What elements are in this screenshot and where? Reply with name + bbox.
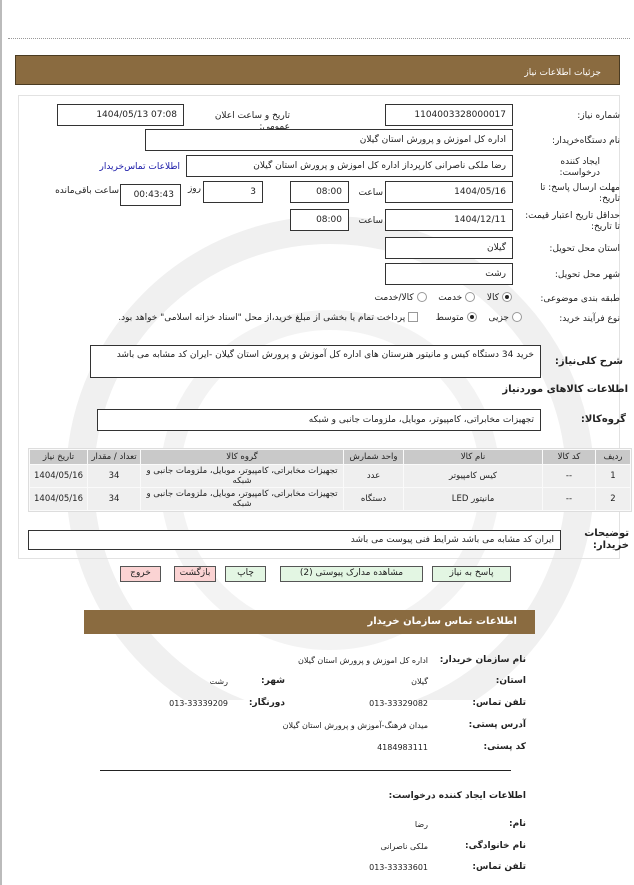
city-field: رشت	[385, 263, 513, 285]
phone-value: 013-33329082	[369, 699, 428, 708]
city-value-contact: رشت	[209, 677, 228, 686]
col-name: نام کالا	[404, 450, 542, 464]
announce-field: 1404/05/13 07:08	[57, 104, 184, 126]
radio-jozi[interactable]: جزیی	[488, 312, 525, 323]
treasury-checkbox[interactable]: پرداخت تمام یا بخشی از مبلغ خرید،از محل …	[118, 312, 421, 323]
reply-button[interactable]: پاسخ به نیاز	[432, 566, 511, 582]
days-label: روز	[187, 184, 201, 194]
radio-kala-khedmat[interactable]: کالا/خدمت	[375, 292, 430, 303]
cell-name: مانیتور LED	[404, 488, 542, 510]
col-unit: واحد شمارش	[344, 450, 403, 464]
postal-value: 4184983111	[377, 743, 428, 752]
buyer-field: اداره کل اموزش و پرورش استان گیلان	[145, 129, 513, 151]
items-table: ردیف کد کالا نام کالا واحد شمارش گروه کا…	[28, 448, 632, 512]
radio-motevaset[interactable]: متوسط	[436, 312, 480, 323]
buyer-label: نام دستگاه‌خریدار:	[551, 136, 620, 146]
remaining-label: ساعت باقی‌مانده	[55, 186, 119, 196]
col-code: کد کالا	[543, 450, 595, 464]
province-label-contact: استان:	[495, 676, 526, 686]
family-label: نام خانوادگی:	[464, 841, 526, 851]
left-border	[0, 0, 2, 885]
need-number-label: شماره نیاز:	[577, 111, 620, 121]
notes-label: توضیحات خریدار:	[584, 528, 629, 551]
creator-phone-value: 013-33333601	[369, 863, 428, 872]
items-heading: اطلاعات کالاهای موردنیاز	[502, 384, 628, 395]
category-label: طبقه بندی موضوعی:	[540, 294, 620, 304]
buyer-contact-link[interactable]: اطلاعات تماس‌خریدار	[99, 162, 180, 172]
deadline-label: مهلت ارسال پاسخ: تا تاریخ:	[540, 183, 620, 204]
group-field: تجهیزات مخابراتی، کامپیوتر، موبایل، ملزو…	[97, 409, 541, 431]
notes-field: ایران کد مشابه می باشد شرایط فنی پیوست م…	[28, 530, 561, 550]
contact-divider	[100, 770, 511, 771]
col-row: ردیف	[596, 450, 630, 464]
table-row: 2 -- مانیتور LED دستگاه تجهیزات مخابراتی…	[30, 488, 630, 510]
creator-phone-label: تلفن تماس:	[472, 862, 526, 872]
cell-qty: 34	[88, 488, 140, 510]
org-label: نام سازمان خریدار:	[439, 655, 526, 665]
cell-code: --	[543, 488, 595, 510]
description-field: خرید 34 دستگاه کیس و مانیتور هنرستان های…	[90, 345, 541, 378]
name-value: رضا	[414, 820, 428, 829]
cell-name: کیس کامپیوتر	[404, 465, 542, 487]
group-label: گروه‌کالا:	[580, 414, 626, 425]
section-header: جزئیات اطلاعات نیاز	[15, 55, 620, 85]
attachments-button[interactable]: مشاهده مدارک پیوستی (2)	[280, 566, 423, 582]
fax-value: 013-33339209	[169, 699, 228, 708]
province-field: گیلان	[385, 237, 513, 259]
province-value-contact: گیلان	[411, 677, 428, 686]
deadline-time-field: 08:00	[290, 181, 349, 203]
validity-time-field: 08:00	[290, 209, 349, 231]
address-value: میدان فرهنگ-آموزش و پرورش استان گیلان	[282, 721, 428, 730]
address-label: آدرس پستی:	[468, 720, 526, 730]
postal-label: کد پستی:	[483, 742, 526, 752]
cell-date: 1404/05/16	[30, 465, 87, 487]
name-label: نام:	[509, 819, 526, 829]
org-value: اداره کل اموزش و پرورش استان گیلان	[298, 656, 428, 665]
city-label-contact: شهر:	[261, 676, 285, 686]
deadline-time-label: ساعت	[358, 188, 384, 198]
need-number-field: 1104003328000017	[385, 104, 513, 126]
radio-kala[interactable]: کالا	[487, 292, 515, 303]
remaining-field: 00:43:43	[120, 184, 181, 206]
process-radio-group: جزیی متوسط پرداخت تمام یا بخشی از مبلغ خ…	[30, 312, 525, 323]
radio-khedmat[interactable]: خدمت	[438, 292, 478, 303]
validity-date-field: 1404/12/11	[385, 209, 513, 231]
creator-field: رضا ملکی ناصرانی کارپرداز اداره کل اموزش…	[186, 155, 513, 177]
province-label: استان محل تحویل:	[549, 244, 620, 254]
col-date: تاریخ نیاز	[30, 450, 87, 464]
days-field: 3	[203, 181, 263, 203]
validity-time-label: ساعت	[358, 216, 384, 226]
description-label: شرح کلی‌نیاز:	[554, 356, 623, 367]
col-group: گروه کالا	[141, 450, 343, 464]
category-radio-group: کالا خدمت کالا/خدمت	[300, 292, 515, 303]
process-label: نوع فرآیند خرید:	[559, 314, 620, 324]
back-button[interactable]: بازگشت	[174, 566, 216, 582]
cell-row: 1	[596, 465, 630, 487]
validity-label: حداقل تاریخ اعتبار قیمت: تا تاریخ:	[525, 211, 620, 232]
deadline-date-field: 1404/05/16	[385, 181, 513, 203]
fax-label: دورنگار:	[248, 698, 285, 708]
phone-label: تلفن تماس:	[472, 698, 526, 708]
exit-button[interactable]: خروج	[120, 566, 161, 582]
cell-qty: 34	[88, 465, 140, 487]
divider	[8, 38, 630, 39]
creator-label: ایجاد کننده درخواست:	[559, 157, 600, 178]
col-qty: تعداد / مقدار	[88, 450, 140, 464]
table-header-row: ردیف کد کالا نام کالا واحد شمارش گروه کا…	[30, 450, 630, 464]
contact-header: اطلاعات تماس سازمان خریدار	[84, 610, 535, 634]
print-button[interactable]: چاپ	[225, 566, 266, 582]
cell-code: --	[543, 465, 595, 487]
family-value: ملکی ناصرانی	[380, 842, 428, 851]
table-row: 1 -- کیس کامپیوتر عدد تجهیزات مخابراتی، …	[30, 465, 630, 487]
form-panel	[18, 95, 620, 559]
creator-heading: اطلاعات ایجاد کننده درخواست:	[388, 791, 526, 801]
cell-unit: دستگاه	[344, 488, 403, 510]
cell-date: 1404/05/16	[30, 488, 87, 510]
cell-group: تجهیزات مخابراتی، کامپیوتر، موبایل، ملزو…	[141, 488, 343, 510]
city-label: شهر محل تحویل:	[554, 270, 620, 280]
announce-label: تاریخ و ساعت اعلان عمومی:	[214, 111, 290, 132]
cell-row: 2	[596, 488, 630, 510]
cell-group: تجهیزات مخابراتی، کامپیوتر، موبایل، ملزو…	[141, 465, 343, 487]
cell-unit: عدد	[344, 465, 403, 487]
